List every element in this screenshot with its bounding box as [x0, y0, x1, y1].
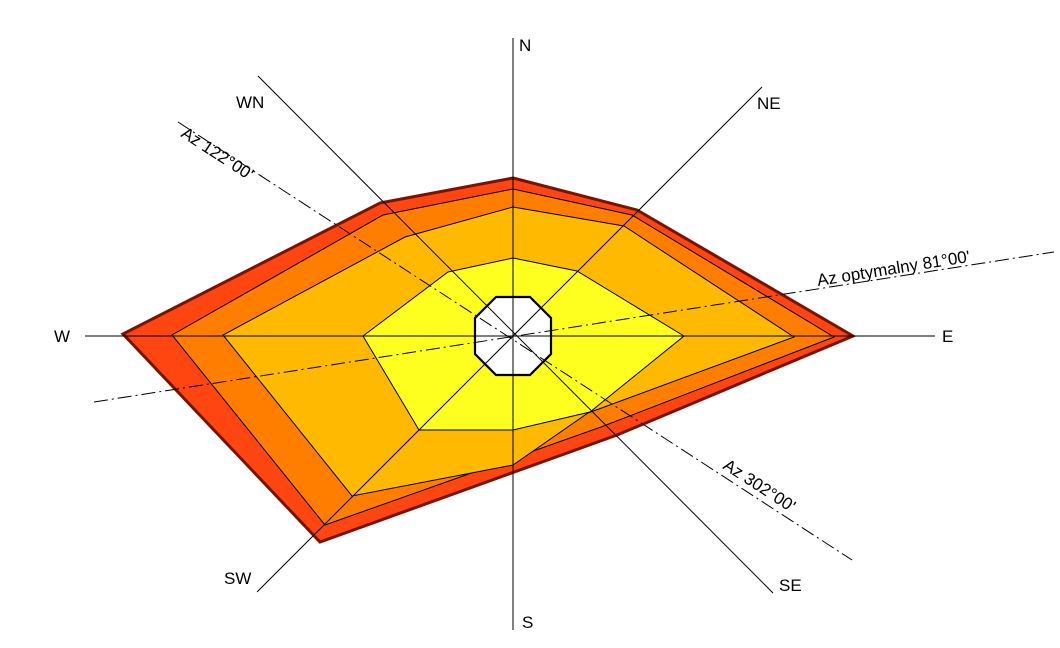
label-southwest: SW	[224, 569, 251, 588]
label-azimuth-optimal: Az optymalny 81°00'	[816, 247, 972, 290]
rose-bands	[120, 176, 857, 544]
azimuth-122-line	[177, 121, 853, 561]
axis-westnorth-southeast	[257, 75, 774, 594]
axis-northeast-southwest	[256, 86, 763, 593]
azimuth-optimal-line	[93, 251, 1055, 403]
label-southeast: SE	[779, 576, 802, 595]
direction-labels: N NE E SE S SW W WN	[54, 36, 953, 632]
label-south: S	[522, 613, 533, 632]
direction-axes	[85, 38, 935, 630]
label-north: N	[519, 36, 531, 55]
label-azimuth-302: Az 302°00'	[720, 455, 799, 516]
label-azimuth-122: Az 122°00'	[178, 123, 257, 184]
label-northeast: NE	[757, 94, 781, 113]
azimuth-lines	[93, 121, 1055, 561]
label-east: E	[942, 327, 953, 346]
label-westnorth: WN	[236, 93, 264, 112]
label-west: W	[54, 327, 70, 346]
